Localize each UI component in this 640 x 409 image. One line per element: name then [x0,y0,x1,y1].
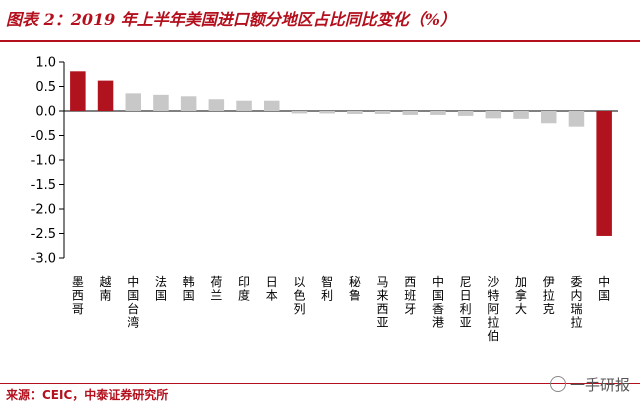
bar [513,111,529,119]
category-label: 中国台湾 [127,274,139,330]
category-label: 越南 [100,275,112,303]
title-divider [0,40,640,42]
bar [319,111,335,114]
bar [180,96,197,111]
y-tick-label: -1.5 [31,178,56,193]
y-axis: 1.0 0.5 0.0 -0.5 -1.0 -1.5 -2.0 -2.5 -3.0 [31,56,618,267]
y-tick-label: 1.0 [35,56,56,71]
bar [485,111,502,119]
bar [347,111,363,114]
bar [430,111,446,115]
bar [568,111,585,127]
wechat-icon [549,376,566,392]
y-tick-label: -0.5 [31,129,56,144]
bars [70,71,612,236]
bar [457,111,474,116]
bar [291,111,308,114]
category-label: 韩国 [183,274,195,303]
chart-title: 图表 2：2019 年上半年美国进口额分地区占比同比变化（%） [6,10,457,29]
category-label: 荷兰 [210,275,222,303]
bar [374,111,391,114]
bar [153,94,169,111]
y-tick-label: 0.5 [35,80,56,95]
category-label: 智利 [321,274,333,303]
footer-divider [0,383,640,384]
category-label: 加拿大 [515,275,527,316]
category-label: 法国 [155,275,167,303]
category-label: 以色列 [293,275,305,316]
bar [263,100,280,111]
bar [540,111,557,124]
watermark-text: 一手研报 [569,376,630,394]
y-tick-label: -3.0 [31,252,56,267]
bar [236,100,252,111]
bar [596,111,612,236]
bar [208,99,225,111]
y-tick-label: -2.0 [31,203,56,218]
source-note: 来源：CEIC，中泰证券研究所 [6,388,169,402]
bar [402,111,419,115]
category-label: 中国 [598,274,610,303]
category-label: 印度 [238,275,250,303]
y-tick-label: -2.5 [31,227,56,242]
bar [97,80,114,111]
watermark: 一手研报 [549,374,630,395]
category-label: 伊拉克 [543,275,555,316]
category-label: 日本 [266,275,278,303]
category-label: 西班牙 [404,275,416,316]
category-label: 秘鲁 [349,275,361,303]
y-tick-label: -1.0 [31,154,56,169]
category-label: 委内瑞拉 [570,275,582,330]
category-label: 尼日利亚 [460,275,472,330]
category-label: 中国香港 [432,274,444,330]
bar-chart: 1.00.50.0-0.5-1.0-1.5-2.0-2.5-3.0 墨西哥越南中… [31,56,618,343]
y-tick-label: 0.0 [35,105,56,120]
bar [70,71,86,111]
category-label: 沙特阿拉伯 [487,275,499,343]
category-label: 马来西亚 [377,275,389,330]
bar [125,93,142,111]
category-label: 墨西哥 [72,275,84,316]
